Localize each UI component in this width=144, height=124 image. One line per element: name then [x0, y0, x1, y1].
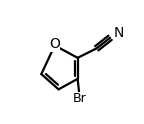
Text: Br: Br	[73, 92, 86, 105]
Text: N: N	[113, 27, 124, 41]
Text: O: O	[49, 37, 60, 51]
